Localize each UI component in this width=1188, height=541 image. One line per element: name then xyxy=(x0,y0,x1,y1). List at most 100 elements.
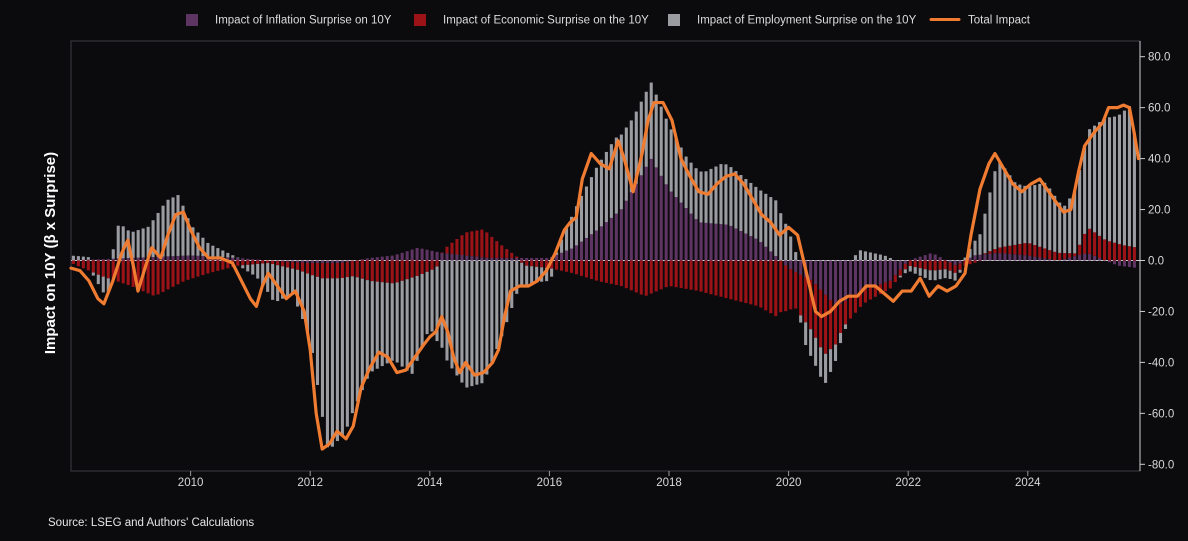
bar-inflation xyxy=(1098,257,1102,261)
bar-inflation xyxy=(699,222,703,261)
bar-inflation xyxy=(1003,253,1007,261)
bar-economic xyxy=(400,260,404,281)
bar-inflation xyxy=(455,254,459,261)
bar-inflation xyxy=(126,258,130,261)
bar-inflation xyxy=(868,260,872,288)
legend-label: Impact of Inflation Surprise on 10Y xyxy=(215,15,392,27)
bar-employment xyxy=(1043,182,1047,249)
bar-economic xyxy=(196,260,200,277)
bar-economic xyxy=(206,260,210,274)
bar-inflation xyxy=(251,259,255,261)
bar-economic xyxy=(769,260,773,314)
bar-inflation xyxy=(749,236,753,261)
bar-inflation xyxy=(161,256,165,261)
bar-employment xyxy=(903,269,907,274)
bar-economic xyxy=(1013,244,1017,255)
bar-economic xyxy=(425,260,429,272)
bar-economic xyxy=(271,260,275,265)
bar-inflation xyxy=(809,260,813,280)
bar-inflation xyxy=(659,175,663,261)
bar-inflation xyxy=(873,260,877,286)
bar-economic xyxy=(868,287,872,300)
bar-economic xyxy=(221,260,225,270)
bar-economic xyxy=(350,260,354,277)
bar-economic xyxy=(933,260,937,271)
bar-economic xyxy=(873,285,877,297)
bar-employment xyxy=(520,262,524,288)
bar-employment xyxy=(286,267,290,297)
bar-inflation xyxy=(400,252,404,261)
bar-inflation xyxy=(1028,255,1032,261)
bar-economic xyxy=(440,252,444,254)
bar-employment xyxy=(360,278,364,391)
bar-inflation xyxy=(1117,260,1122,266)
bar-employment xyxy=(101,276,105,293)
bar-employment xyxy=(1117,114,1122,245)
bar-inflation xyxy=(888,260,892,281)
bar-inflation xyxy=(569,248,574,261)
bar-employment xyxy=(1132,133,1136,248)
bar-economic xyxy=(500,245,504,258)
bar-employment xyxy=(156,212,160,257)
bar-inflation xyxy=(420,248,424,261)
bar-economic xyxy=(296,262,300,270)
bar-employment xyxy=(569,216,574,249)
bar-economic xyxy=(888,280,892,289)
bar-economic xyxy=(330,263,334,279)
bar-inflation xyxy=(744,233,748,261)
bar-employment xyxy=(918,268,922,276)
bar-economic xyxy=(784,265,788,312)
bar-inflation xyxy=(370,257,374,261)
bar-employment xyxy=(420,273,424,348)
bar-employment xyxy=(609,144,613,218)
bar-economic xyxy=(236,260,240,266)
bar-economic xyxy=(380,260,384,283)
bar-economic xyxy=(923,260,927,270)
bar-employment xyxy=(779,213,783,261)
bar-employment xyxy=(883,255,887,261)
bar-employment xyxy=(804,322,808,346)
bar-employment xyxy=(121,226,125,259)
bar-economic xyxy=(320,263,324,279)
bar-inflation xyxy=(923,255,927,261)
bar-employment xyxy=(211,245,215,257)
legend-label: Total Impact xyxy=(968,15,1031,27)
bar-economic xyxy=(614,260,618,285)
bar-employment xyxy=(988,192,992,252)
bar-employment xyxy=(604,151,608,223)
bar-economic xyxy=(156,260,160,295)
bar-employment xyxy=(873,253,877,261)
bar-inflation xyxy=(335,260,339,264)
bar-employment xyxy=(251,264,255,275)
bar-inflation xyxy=(978,254,982,261)
bar-inflation xyxy=(495,257,499,261)
bar-employment xyxy=(784,223,788,261)
bar-economic xyxy=(973,260,977,263)
bar-employment xyxy=(1038,183,1042,247)
bar-inflation xyxy=(345,260,349,262)
bar-employment xyxy=(589,177,593,235)
bar-economic xyxy=(833,305,838,345)
bar-economic xyxy=(310,263,315,276)
bar-inflation xyxy=(719,224,723,261)
bar-employment xyxy=(739,175,743,232)
bar-employment xyxy=(161,205,165,257)
bar-economic xyxy=(764,260,768,311)
bar-inflation xyxy=(256,259,260,261)
bar-employment xyxy=(181,205,185,256)
bar-inflation xyxy=(938,257,942,261)
bar-economic xyxy=(654,260,658,292)
bar-inflation xyxy=(759,242,763,261)
bar-economic xyxy=(779,260,783,313)
bar-economic xyxy=(490,236,494,258)
bar-inflation xyxy=(490,257,494,261)
bar-employment xyxy=(335,278,339,442)
bar-employment xyxy=(116,225,120,259)
bar-inflation xyxy=(918,256,922,261)
bar-inflation xyxy=(310,260,315,264)
bar-economic xyxy=(829,300,833,350)
bar-economic xyxy=(749,260,753,305)
bar-employment xyxy=(71,255,75,261)
bar-employment xyxy=(201,237,205,257)
bar-employment xyxy=(838,333,843,344)
